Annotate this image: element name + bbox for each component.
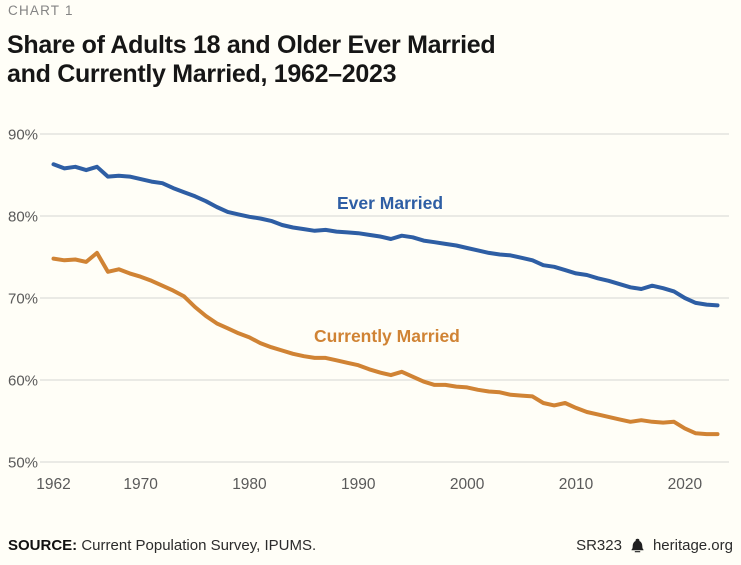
y-axis-tick-label: 80%: [8, 209, 38, 226]
ever-married-line: [51, 162, 720, 308]
gridlines: [40, 133, 729, 463]
y-axis-tick-label: 60%: [8, 373, 38, 390]
chart-title-line1: Share of Adults 18 and Older Ever Marrie…: [7, 31, 496, 59]
chart-title: Share of Adults 18 and Older Ever Marrie…: [7, 31, 496, 89]
y-axis-tick-label: 90%: [8, 127, 38, 144]
x-axis-tick-label: 2000: [450, 476, 485, 493]
chart-title-line2: and Currently Married, 1962–2023: [7, 60, 397, 88]
x-axis-tick-label: 1990: [341, 476, 376, 493]
x-axis-tick-label: 1962: [36, 476, 70, 493]
x-axis-tick-label: 2010: [559, 476, 594, 493]
x-axis-tick-label: 1980: [232, 476, 267, 493]
x-axis-tick-label: 2020: [668, 476, 703, 493]
series-lines: [51, 162, 720, 437]
x-axis-tick-label: 1970: [123, 476, 158, 493]
source-text: Current Population Survey, IPUMS.: [77, 537, 317, 554]
source-note: SOURCE: Current Population Survey, IPUMS…: [8, 537, 316, 554]
currently-married-line: [51, 250, 720, 437]
series-label-currently-married: Currently Married: [314, 326, 460, 346]
site-link: heritage.org: [652, 537, 733, 554]
y-axis-tick-label: 50%: [8, 455, 38, 472]
chart-kicker: CHART 1: [8, 3, 74, 18]
y-axis-tick-labels: 90% 80% 70% 60% 50%: [8, 127, 38, 472]
heritage-bell-icon: [631, 538, 644, 552]
footer-branding: SR323 heritage.org: [576, 537, 733, 554]
source-label: SOURCE:: [8, 537, 78, 554]
series-label-ever-married: Ever Married: [337, 193, 443, 213]
footer: SOURCE: Current Population Survey, IPUMS…: [8, 537, 733, 554]
y-axis-tick-label: 70%: [8, 291, 38, 308]
report-id: SR323: [576, 537, 622, 554]
x-axis-tick-labels: 1962 1970 1980 1990 2000 2010 2020: [36, 476, 702, 493]
